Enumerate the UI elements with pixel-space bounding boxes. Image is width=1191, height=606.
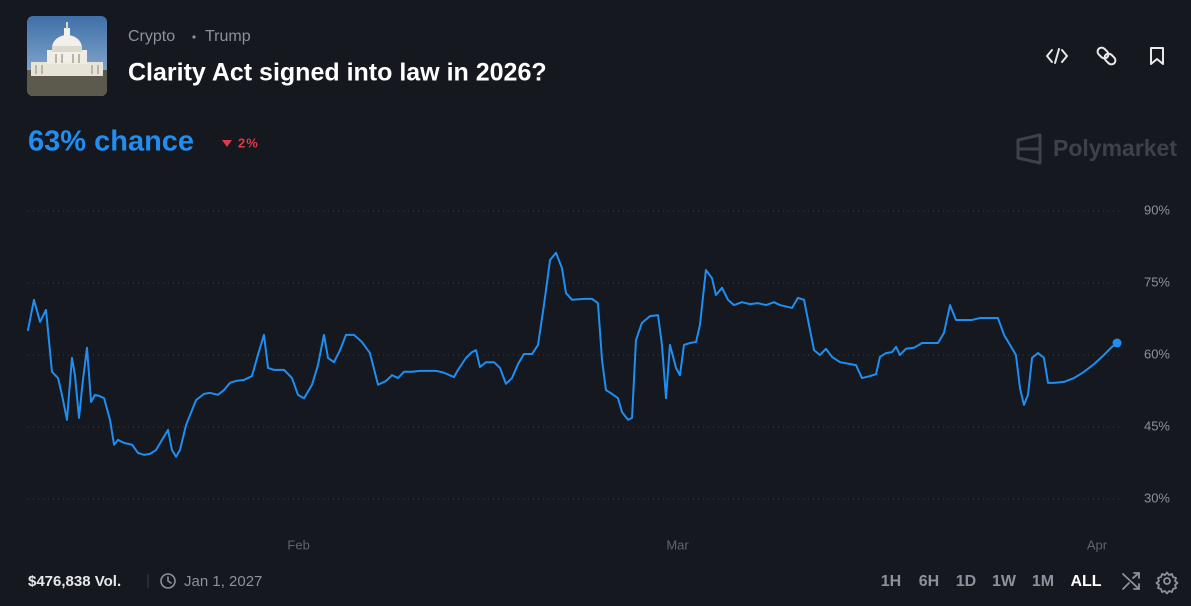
bookmark-button[interactable] [1145,44,1169,68]
brand-name: Polymarket [1053,135,1177,161]
brand-watermark: Polymarket [1016,133,1177,165]
breadcrumb[interactable]: Crypto [128,28,175,45]
breadcrumb-separator [192,35,196,39]
range-button[interactable]: 6H [919,573,939,590]
change-label: 2% [238,135,259,150]
price-chart: 90% 75% 60% 45% 30% Feb Mar Apr [27,202,1170,552]
y-tick-label: 90% [1144,202,1170,217]
copy-link-button[interactable] [1094,44,1120,68]
y-tick-label: 30% [1144,490,1170,505]
clock-icon [160,573,176,589]
volume: $476,838 Vol. [28,573,121,590]
y-tick-label: 60% [1144,346,1170,361]
x-tick-label: Mar [666,537,689,552]
range-button[interactable]: ALL [1070,573,1101,590]
chance-label: 63% chance [28,126,194,158]
range-button[interactable]: 1W [992,573,1017,590]
y-tick-label: 45% [1144,418,1170,433]
y-tick-label: 75% [1144,274,1170,289]
end-date: Jan 1, 2027 [184,573,262,590]
settings-button[interactable] [1155,570,1179,595]
market-thumbnail [27,16,107,96]
x-tick-label: Apr [1087,537,1108,552]
market-title: Clarity Act signed into law in 2026? [128,59,547,87]
breadcrumb[interactable]: Trump [205,28,251,45]
compare-button[interactable] [1120,570,1142,592]
range-button[interactable]: 1H [881,573,901,590]
price-line [27,251,1119,458]
embed-button[interactable] [1043,44,1071,68]
range-button[interactable]: 1D [956,573,976,590]
change-down-icon [222,140,232,147]
range-selector: 1H 6H 1D 1W 1M ALL [881,573,1102,590]
range-button[interactable]: 1M [1032,573,1054,590]
x-tick-label: Feb [287,537,309,552]
current-point [1112,338,1122,348]
